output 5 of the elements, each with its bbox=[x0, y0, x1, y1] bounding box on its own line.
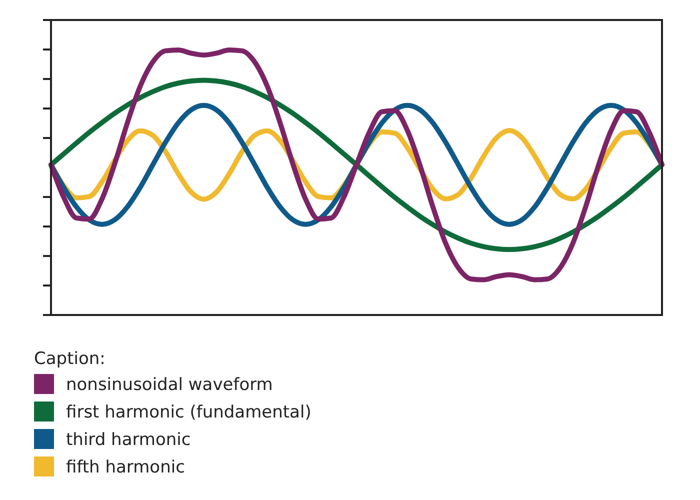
legend-label: fifth harmonic bbox=[66, 458, 185, 478]
legend-label: first harmonic (fundamental) bbox=[66, 402, 312, 422]
legend-label: nonsinusoidal waveform bbox=[66, 375, 273, 395]
legend-label: third harmonic bbox=[66, 430, 191, 450]
legend-title: Caption: bbox=[34, 349, 106, 369]
